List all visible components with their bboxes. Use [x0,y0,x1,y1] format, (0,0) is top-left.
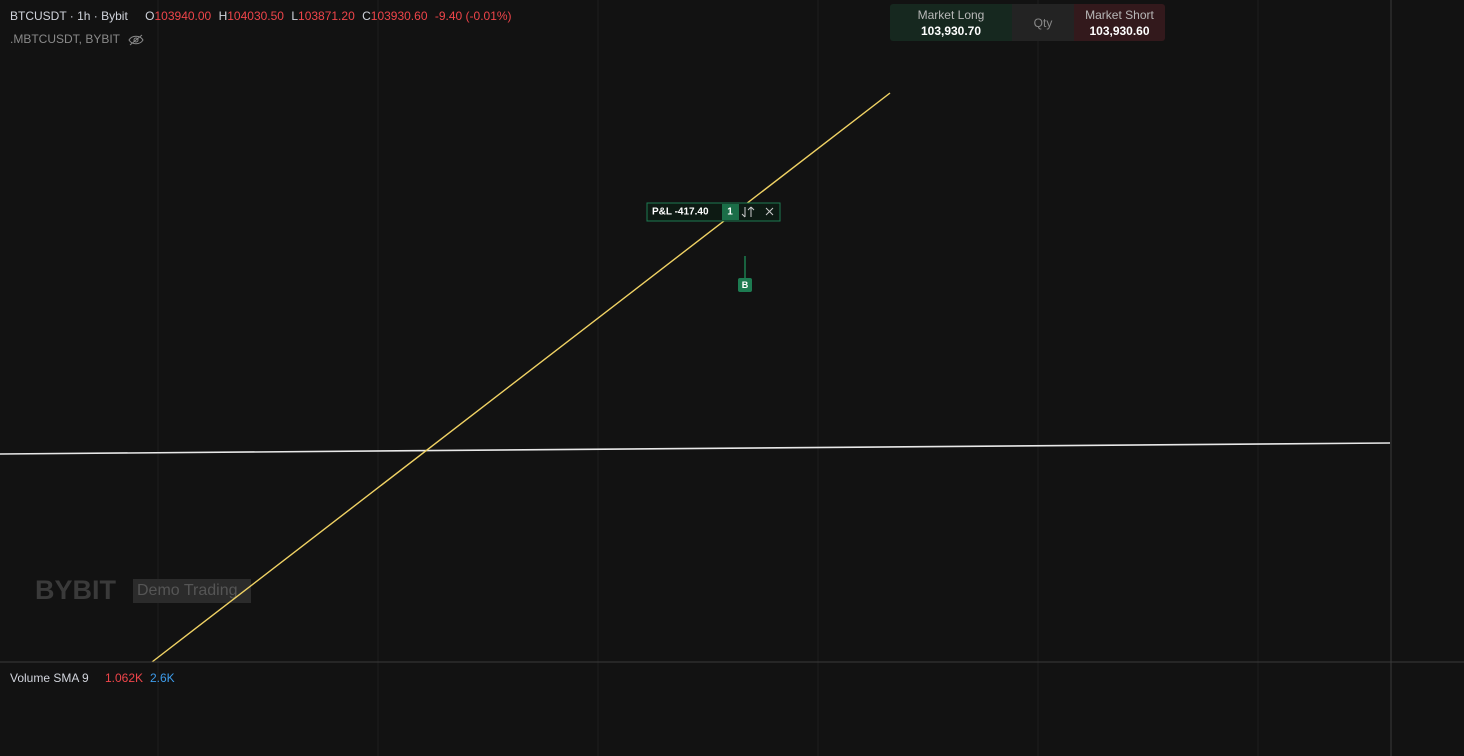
subtitle-row: .MBTCUSDT, BYBIT [10,32,145,46]
market-short-label: Market Short [1085,7,1154,22]
watermark-brand: BYBIT [35,575,117,605]
market-short-price: 103,930.60 [1089,23,1150,38]
ohlc-key: O [145,9,155,23]
ohlc-value: 103930.60 [370,9,428,23]
qty-input[interactable]: Qty [1012,4,1074,41]
pnl: P&L -417.40 [652,207,709,218]
position-box[interactable]: P&L -417.40 1 [646,202,781,222]
buy-marker: B [738,256,752,292]
market-long-button[interactable]: Market Long 103,930.70 [890,4,1012,41]
hide-icon[interactable] [127,34,145,46]
market-long-label: Market Long [917,7,985,22]
ohlc-value: 103871.20 [298,9,355,23]
time-grid [157,0,1259,756]
watermark-mode: Demo Trading [137,582,238,599]
ohlc-value: 104030.50 [227,9,284,23]
ohlc-key: H [218,9,228,23]
volume-sma: 1.062K [105,671,143,685]
qty-label: Qty [1033,15,1053,30]
drawings [0,92,1391,663]
buy-marker-label: B [742,280,749,290]
ohlc-key: L [291,9,299,23]
ohlc-value: 103940.00 [154,9,212,23]
subtitle: .MBTCUSDT, BYBIT [10,32,121,46]
volume-value: 2.6K [150,671,175,685]
symbol: BTCUSDT · 1h · Bybit [10,9,128,23]
watermark: BYBIT Demo Trading [35,575,251,605]
volume-title: Volume SMA 9 [10,671,89,685]
chart-header: BTCUSDT · 1h · Bybit O103940.00 H104030.… [10,9,516,23]
position-size: 1 [727,207,733,218]
market-short-button[interactable]: Market Short 103,930.60 [1074,4,1165,41]
change: -9.40 (-0.01%) [434,9,512,23]
market-long-price: 103,930.70 [920,23,982,38]
ohlc-key: C [362,9,371,23]
